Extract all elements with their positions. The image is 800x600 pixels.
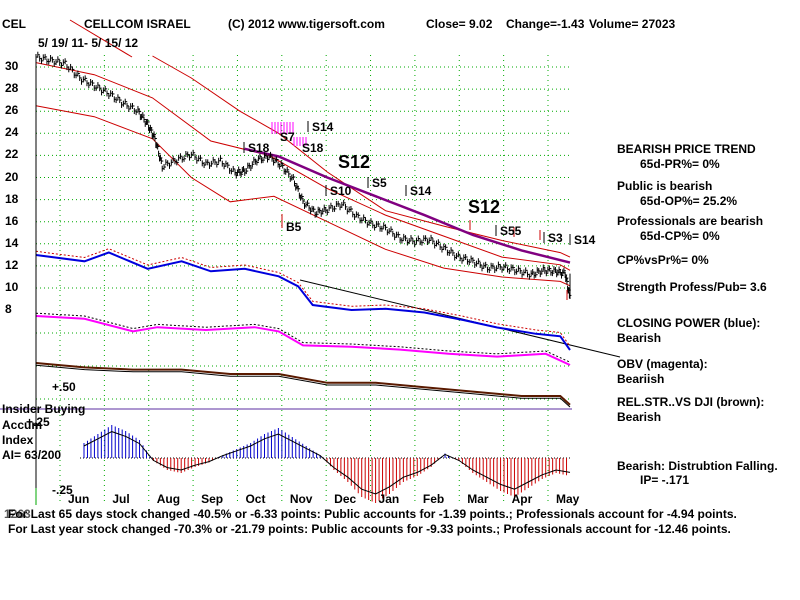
y-tick-label: 30 (5, 59, 19, 73)
y-tick-label: 24 (5, 125, 19, 140)
x-tick-label: Oct (245, 492, 266, 506)
plus-25-label: +.25 (26, 415, 50, 429)
signal-label: S18 (248, 141, 270, 155)
x-tick-label: May (556, 492, 580, 506)
professionals-status: Professionals are bearish (617, 214, 764, 228)
signal-label: S18 (302, 141, 324, 155)
x-tick-label: Jul (112, 492, 130, 506)
index-title: Index (2, 433, 34, 447)
public-status: Public is bearish (617, 179, 713, 193)
signal-label: S14 (410, 184, 432, 198)
y-tick-label: 14 (5, 235, 19, 250)
y-tick-label: 12 (5, 257, 19, 272)
ip-value: IP= -.171 (640, 473, 690, 487)
y-tick-label: 8 (5, 302, 12, 317)
op-percent: 65d-OP%= 25.2% (640, 194, 738, 208)
copyright-label: (C) 2012 www.tigersoft.com (228, 17, 385, 31)
signal-label: S3 (548, 231, 563, 245)
x-tick-label: Feb (422, 492, 445, 506)
obv-ma (35, 312, 571, 363)
y-tick-label: 18 (5, 191, 19, 206)
distribution-status: Bearish: Distrubtion Falling. (617, 459, 778, 473)
upper-band-line (69, 19, 133, 58)
strength-ratio: Strength Profess/Pub= 3.6 (617, 280, 767, 294)
change-value: Change=-1.43 (506, 17, 585, 31)
accum-title: Accum (2, 418, 43, 432)
minus-25-label: -.25 (52, 483, 73, 497)
y-tick-label: 26 (5, 103, 19, 118)
rel-strength-line (35, 362, 571, 406)
x-tick-label: Nov (289, 492, 313, 506)
rel-strength-ma (35, 364, 571, 408)
signal-label: S12 (468, 197, 501, 217)
obv-title: OBV (magenta): (617, 357, 708, 371)
signal-label: S55 (500, 224, 522, 238)
pr-percent: 65d-PR%= 0% (640, 157, 720, 171)
trend-average-line (244, 147, 571, 264)
upper-band-line (152, 55, 571, 258)
y-tick-label: 28 (5, 81, 19, 96)
closing-power-title: CLOSING POWER (blue): (617, 316, 761, 330)
footer-65-days: For Last 65 days stock changed -40.5% or… (8, 507, 737, 521)
x-tick-label: Aug (156, 492, 181, 506)
rel-str-status: Bearish (617, 410, 662, 424)
close-value: Close= 9.02 (426, 17, 493, 31)
x-tick-label: Apr (511, 492, 533, 506)
accum-ma-line (83, 431, 571, 495)
footer-last-year: For Last year stock changed -70.3% or -2… (8, 522, 731, 536)
y-tick-label: 10 (5, 280, 19, 294)
moving-average-line (35, 62, 571, 271)
x-tick-label: Sep (201, 492, 224, 506)
volume-value: Volume= 27023 (589, 17, 676, 31)
insider-buying-title: Insider Buying (2, 402, 86, 416)
cp-percent: 65d-CP%= 0% (640, 229, 720, 243)
x-tick-label: Dec (334, 492, 357, 506)
rel-str-title: REL.STR..VS DJI (brown): (617, 395, 765, 409)
signal-label: S10 (330, 184, 352, 198)
obv-status: Beariish (617, 372, 665, 386)
cp-vs-pr: CP%vsPr%= 0% (617, 253, 709, 267)
plus-50-label: +.50 (52, 380, 76, 394)
lower-band-line (35, 105, 571, 287)
signal-label: S7 (280, 130, 295, 144)
x-tick-label: Jun (68, 492, 90, 506)
closing-power-ma (35, 248, 571, 347)
obv-line (35, 315, 571, 366)
signal-label: S14 (574, 233, 596, 247)
signal-label: B5 (286, 220, 302, 234)
company-name: CELLCOM ISRAEL (84, 17, 191, 31)
ticker-stamp: 1263 (4, 507, 31, 521)
y-tick-label: 20 (5, 169, 19, 184)
y-tick-label: 16 (5, 213, 19, 228)
bearish-price-trend: BEARISH PRICE TREND (617, 142, 756, 156)
date-range: 5/ 19/ 11- 5/ 15/ 12 (38, 36, 139, 50)
signal-label: S14 (312, 120, 334, 134)
signal-label: S12 (338, 152, 371, 172)
x-tick-label: Jan (378, 492, 400, 506)
closing-power-line (35, 251, 571, 351)
signal-label: S5 (372, 176, 387, 190)
x-tick-label: Mar (467, 492, 489, 506)
ai-value: AI= 63/200 (2, 448, 62, 462)
symbol-label: CEL (2, 17, 26, 31)
closing-power-status: Bearish (617, 331, 662, 345)
y-tick-label: 22 (5, 147, 19, 162)
